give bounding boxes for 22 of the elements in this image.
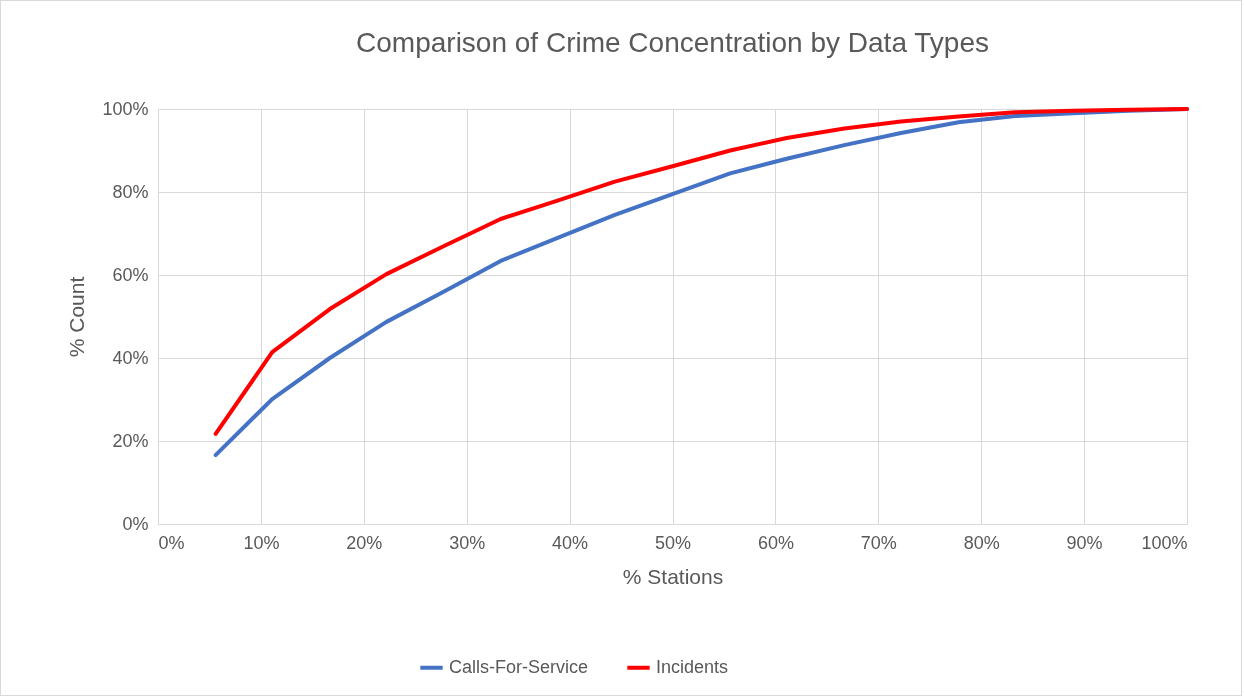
x-tick-label: 30% [449,532,486,553]
legend-label: Calls-For-Service [449,656,589,677]
x-tick-label: 50% [654,532,692,553]
x-tick-label: 10% [243,532,280,553]
y-tick-label: 60% [112,264,149,285]
chart-title: Comparison of Crime Concentration by Data Types [356,27,989,58]
x-tick-label: 70% [860,532,897,553]
x-tick-label: 40% [552,532,589,553]
y-tick-label: 0% [122,513,149,534]
x-tick-label: 90% [1066,532,1103,553]
x-tick-label: 80% [963,532,1000,553]
x-tick-label: 20% [346,532,383,553]
x-tick-label: 100% [1141,532,1188,553]
y-tick-label: 20% [112,430,149,451]
x-tick-label: 0% [158,532,185,553]
x-axis-title: % Stations [622,564,724,588]
x-tick-label: 60% [757,532,794,553]
legend-label: Incidents [656,656,729,677]
y-axis-title: % Count [65,276,89,358]
y-tick-label: 80% [112,181,149,202]
y-tick-label: 40% [112,347,149,368]
y-tick-label: 100% [102,98,149,119]
